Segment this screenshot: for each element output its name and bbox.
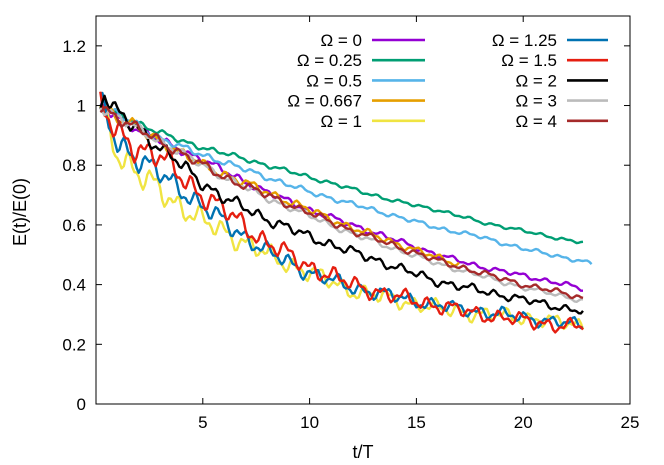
- x-tick-label: 25: [621, 413, 640, 432]
- legend-label: Ω = 0: [320, 31, 362, 50]
- ticks-layer: 5 10 15 20 25 0 0.2 0.4 0.6 0.8 1 1.2: [62, 16, 639, 432]
- x-tick-label: 10: [300, 413, 319, 432]
- legend-label: Ω = 3: [515, 92, 557, 111]
- series-line: [99, 94, 584, 315]
- legend-label: Ω = 2: [515, 71, 557, 90]
- y-tick-label: 0: [77, 395, 86, 414]
- series-line: [99, 102, 583, 292]
- x-tick-label: 20: [514, 413, 533, 432]
- y-tick-label: 0.2: [62, 335, 86, 354]
- legend-label: Ω = 0.5: [306, 71, 362, 90]
- y-tick-label: 1.2: [62, 37, 86, 56]
- series-line: [99, 103, 584, 245]
- y-tick-label: 0.8: [62, 156, 86, 175]
- series-layer: [99, 91, 593, 334]
- legend-label: Ω = 0.25: [297, 51, 362, 70]
- y-tick-label: 1: [77, 97, 86, 116]
- legend-label: Ω = 4: [515, 112, 557, 131]
- y-axis-label: E(t)/E(0): [10, 178, 30, 246]
- series-line: [99, 107, 593, 265]
- y-tick-label: 0.6: [62, 216, 86, 235]
- series-line: [99, 91, 584, 334]
- x-tick-label: 5: [198, 413, 207, 432]
- series-line: [99, 105, 585, 331]
- legend-label: Ω = 1.25: [492, 31, 557, 50]
- legend-label: Ω = 0.667: [287, 92, 362, 111]
- series-line: [99, 106, 584, 300]
- y-tick-label: 0.4: [62, 276, 86, 295]
- legend-label: Ω = 1: [320, 112, 362, 131]
- legend-label: Ω = 1.5: [501, 51, 557, 70]
- x-axis-label: t/T: [353, 442, 374, 462]
- x-tick-label: 15: [407, 413, 426, 432]
- plot-frame: [95, 15, 631, 405]
